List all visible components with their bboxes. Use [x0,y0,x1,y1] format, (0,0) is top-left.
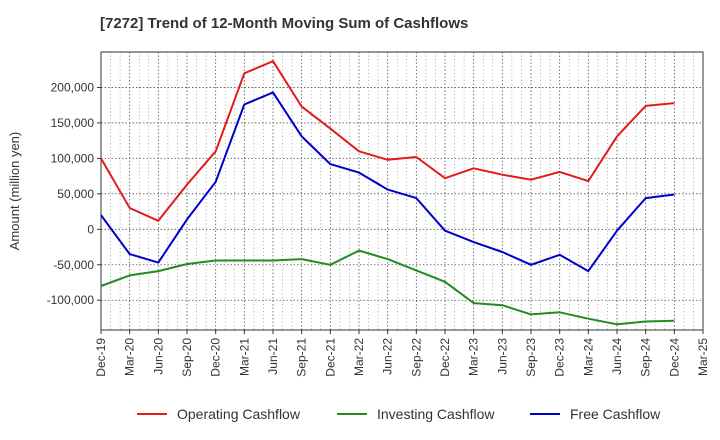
x-axis: Dec-19 Mar-20 Jun-20 Sep-20 Dec-20 Mar-21 Jun-… [94,330,710,377]
x-tick-label: Dec-22 [438,338,452,377]
x-tick-label: Jun-22 [381,338,395,375]
series-line-operating-cashflow [100,60,675,222]
x-tick-label: Dec-21 [323,338,337,377]
y-tick-label: 200,000 [51,80,95,94]
x-tick-label: Sep-23 [524,338,538,377]
grid-layer [101,52,703,330]
x-tick-label: Mar-20 [123,338,137,376]
x-tick-label: Mar-22 [352,338,366,376]
legend-label: Operating Cashflow [177,406,301,422]
x-tick-label: Jun-21 [266,338,280,375]
x-tick-label: Sep-21 [295,338,309,377]
x-tick-label: Jun-24 [610,338,624,375]
x-tick-label: Jun-23 [495,338,509,375]
chart-title: [7272] Trend of 12-Month Moving Sum of C… [100,15,469,32]
x-tick-label: Mar-24 [581,338,595,376]
y-tick-label: -100,000 [47,293,95,307]
legend: Operating Cashflow Investing Cashflow Free… [137,406,661,422]
x-tick-label: Mar-23 [467,338,481,376]
y-tick-label: 100,000 [51,151,95,165]
x-tick-label: Dec-20 [209,338,223,377]
x-tick-label: Mar-25 [696,338,710,376]
x-tick-label: Mar-21 [237,338,251,376]
y-tick-label: 50,000 [57,187,94,201]
plot-frame [100,51,704,331]
x-tick-label: Sep-22 [409,338,423,377]
x-tick-label: Jun-20 [151,338,165,375]
x-tick-label: Sep-24 [639,338,653,377]
series-line-free-cashflow [100,91,675,273]
y-axis-title: Amount (million yen) [7,132,22,251]
x-tick-label: Sep-20 [180,338,194,377]
y-tick-label: -50,000 [53,258,94,272]
y-axis: 200,000 150,000 100,000 50,000 0 -50,000 -100,… [47,80,101,307]
series-layer [100,60,675,326]
x-tick-label: Dec-24 [667,338,681,377]
y-tick-label: 0 [87,222,94,236]
y-tick-label: 150,000 [51,116,95,130]
series-line-investing-cashflow [100,249,675,326]
legend-label: Free Cashflow [570,406,661,422]
x-tick-label: Dec-19 [94,338,108,377]
legend-label: Investing Cashflow [377,406,495,422]
x-tick-label: Dec-23 [553,338,567,377]
